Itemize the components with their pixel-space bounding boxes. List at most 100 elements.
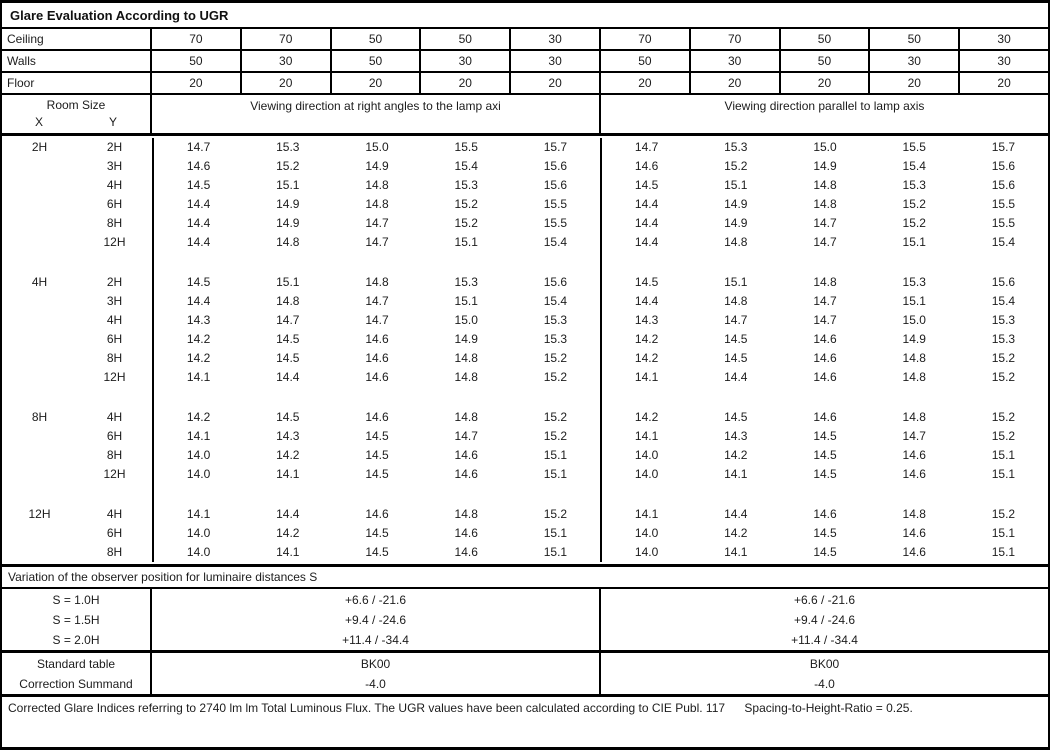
ugr-row: 3H 14.4 14.8 14.7 15.1 15.4 14.4 14.8 14.7 15.1 15… <box>2 292 1048 311</box>
ugr-right-values: 14.1 14.4 14.6 14.8 15.2 <box>602 368 1048 387</box>
ugr-right-values: 14.6 15.2 14.9 15.4 15.6 <box>602 157 1048 176</box>
ugr-value-cell: 14.9 <box>724 216 748 230</box>
ugr-value-cell: 15.4 <box>543 294 568 308</box>
surface-value-cell: 50 <box>781 51 871 71</box>
ugr-value-cell: 14.5 <box>186 275 211 289</box>
surface-value-cell: 30 <box>997 54 1011 68</box>
ugr-value-cell: 15.1 <box>991 467 1016 481</box>
ugr-value-cell: 15.1 <box>543 467 568 481</box>
ugr-value-cell: 15.1 <box>991 526 1016 540</box>
surface-value-cell: 30 <box>421 51 512 71</box>
ugr-value-cell: 15.1 <box>454 294 478 308</box>
room-size-cell: 4H 2H <box>2 273 154 292</box>
room-y-label: 12H <box>103 467 126 481</box>
ugr-value-cell: 14.6 <box>813 410 837 424</box>
ugr-value-cell: 15.3 <box>454 178 478 192</box>
ugr-value-cell: 14.1 <box>186 429 211 443</box>
ugr-left-values: 14.6 15.2 14.9 15.4 15.6 <box>154 157 602 176</box>
surface-value-cell: 30 <box>511 29 601 49</box>
room-y-label: 8H <box>106 545 123 559</box>
ugr-value-cell: 15.7 <box>991 140 1016 154</box>
ugr-value-cell: 15.4 <box>454 159 478 173</box>
ugr-right-values: 14.1 14.4 14.6 14.8 15.2 <box>602 505 1048 524</box>
room-y-label: 3H <box>106 159 123 173</box>
ugr-value-cell: 15.3 <box>991 332 1016 346</box>
ugr-value-cell: 15.2 <box>991 351 1016 365</box>
ugr-left-values: 14.0 14.1 14.5 14.6 15.1 <box>154 543 602 562</box>
ugr-value-cell: 15.2 <box>991 370 1016 384</box>
ugr-value-cell: 14.6 <box>813 332 837 346</box>
ugr-value-cell: 14.6 <box>186 159 211 173</box>
room-y-label: 2H <box>106 275 123 289</box>
room-size-cell: 8H 4H <box>2 408 154 427</box>
ugr-right-values: 14.7 15.3 15.0 15.5 15.7 <box>602 138 1048 157</box>
ugr-value-cell: 14.8 <box>902 410 926 424</box>
room-size-cell: 6H <box>2 195 154 214</box>
ugr-value-cell: 14.2 <box>634 332 659 346</box>
ugr-value-cell: 14.8 <box>902 351 926 365</box>
ugr-value-cell: 14.4 <box>276 507 300 521</box>
variation-block: S = 1.0H S = 1.5H S = 2.0H +6.6 / -21.6 +9.… <box>2 589 1048 653</box>
ugr-value-cell: 14.5 <box>813 429 837 443</box>
ugr-value-cell: 14.6 <box>902 545 926 559</box>
variation-label: S = 1.5H <box>52 613 100 627</box>
summary-value: BK00 <box>809 657 840 671</box>
room-size-label: Room Size <box>46 98 106 112</box>
ugr-value-cell: 15.0 <box>365 140 389 154</box>
surface-row-label: Floor <box>2 73 152 93</box>
surface-row-label: Ceiling <box>2 29 152 49</box>
ugr-value-cell: 14.2 <box>276 526 300 540</box>
ugr-value-cell: 14.1 <box>276 467 300 481</box>
x-axis-label: X <box>34 115 43 129</box>
room-y-label: 12H <box>103 235 126 249</box>
room-y-label: 6H <box>106 197 123 211</box>
ugr-value-cell: 14.8 <box>724 235 748 249</box>
variation-value: +11.4 / -34.4 <box>342 633 409 647</box>
ugr-value-cell: 14.5 <box>724 332 748 346</box>
room-size-cell: 12H <box>2 465 154 484</box>
room-y-label: 3H <box>106 294 123 308</box>
ugr-left-values: 14.1 14.4 14.6 14.8 15.2 <box>154 368 602 387</box>
room-x-label: 12H <box>28 507 51 521</box>
ugr-value-cell: 14.0 <box>634 545 659 559</box>
ugr-row: 8H 4H 14.2 14.5 14.6 14.8 15.2 14.2 14.5 14.6 14.8… <box>2 408 1048 427</box>
surface-value-cell: 30 <box>870 51 961 71</box>
ugr-value-cell: 14.9 <box>454 332 478 346</box>
ugr-value-cell: 14.6 <box>454 526 478 540</box>
room-x-label <box>2 233 77 252</box>
ugr-value-cell: 15.2 <box>724 159 748 173</box>
ugr-value-cell: 15.5 <box>454 140 478 154</box>
ugr-value-cell: 15.3 <box>991 313 1016 327</box>
ugr-value-cell: 14.7 <box>813 313 837 327</box>
ugr-value-cell: 15.6 <box>991 159 1016 173</box>
ugr-value-cell: 14.4 <box>634 235 659 249</box>
ugr-row: 12H 4H 14.1 14.4 14.6 14.8 15.2 14.1 14.4 14.6 14.… <box>2 505 1048 524</box>
ugr-value-cell: 15.1 <box>724 275 748 289</box>
ugr-value-cell: 14.9 <box>813 159 837 173</box>
variation-labels-col: S = 1.0H S = 1.5H S = 2.0H <box>2 589 152 650</box>
room-size-cell: 3H <box>2 292 154 311</box>
room-x-label <box>2 311 77 330</box>
ugr-row: 3H 14.6 15.2 14.9 15.4 15.6 14.6 15.2 14.9 15.4 15… <box>2 157 1048 176</box>
ugr-value-cell: 14.6 <box>454 467 478 481</box>
ugr-value-cell: 15.1 <box>276 275 300 289</box>
ugr-value-cell: 15.6 <box>543 159 568 173</box>
ugr-value-cell: 14.7 <box>365 216 389 230</box>
ugr-value-cell: 14.5 <box>813 467 837 481</box>
room-x-label <box>2 524 77 543</box>
surface-value-cell: 30 <box>997 32 1011 46</box>
ugr-value-cell: 15.2 <box>991 429 1016 443</box>
ugr-row: 4H 2H 14.5 15.1 14.8 15.3 15.6 14.5 15.1 14.8 15.3… <box>2 273 1048 292</box>
ugr-left-values: 14.7 15.3 15.0 15.5 15.7 <box>154 138 602 157</box>
ugr-value-cell: 14.4 <box>186 216 211 230</box>
ugr-value-cell: 15.2 <box>902 216 926 230</box>
surface-value-cell: 20 <box>870 73 961 93</box>
room-x-label <box>2 195 77 214</box>
surface-value-cell: 20 <box>601 73 691 93</box>
ugr-value-cell: 15.4 <box>902 159 926 173</box>
room-size-cell: 12H <box>2 233 154 252</box>
ugr-value-cell: 14.6 <box>813 351 837 365</box>
room-x-label: 4H <box>31 275 48 289</box>
room-size-cell: 8H <box>2 446 154 465</box>
